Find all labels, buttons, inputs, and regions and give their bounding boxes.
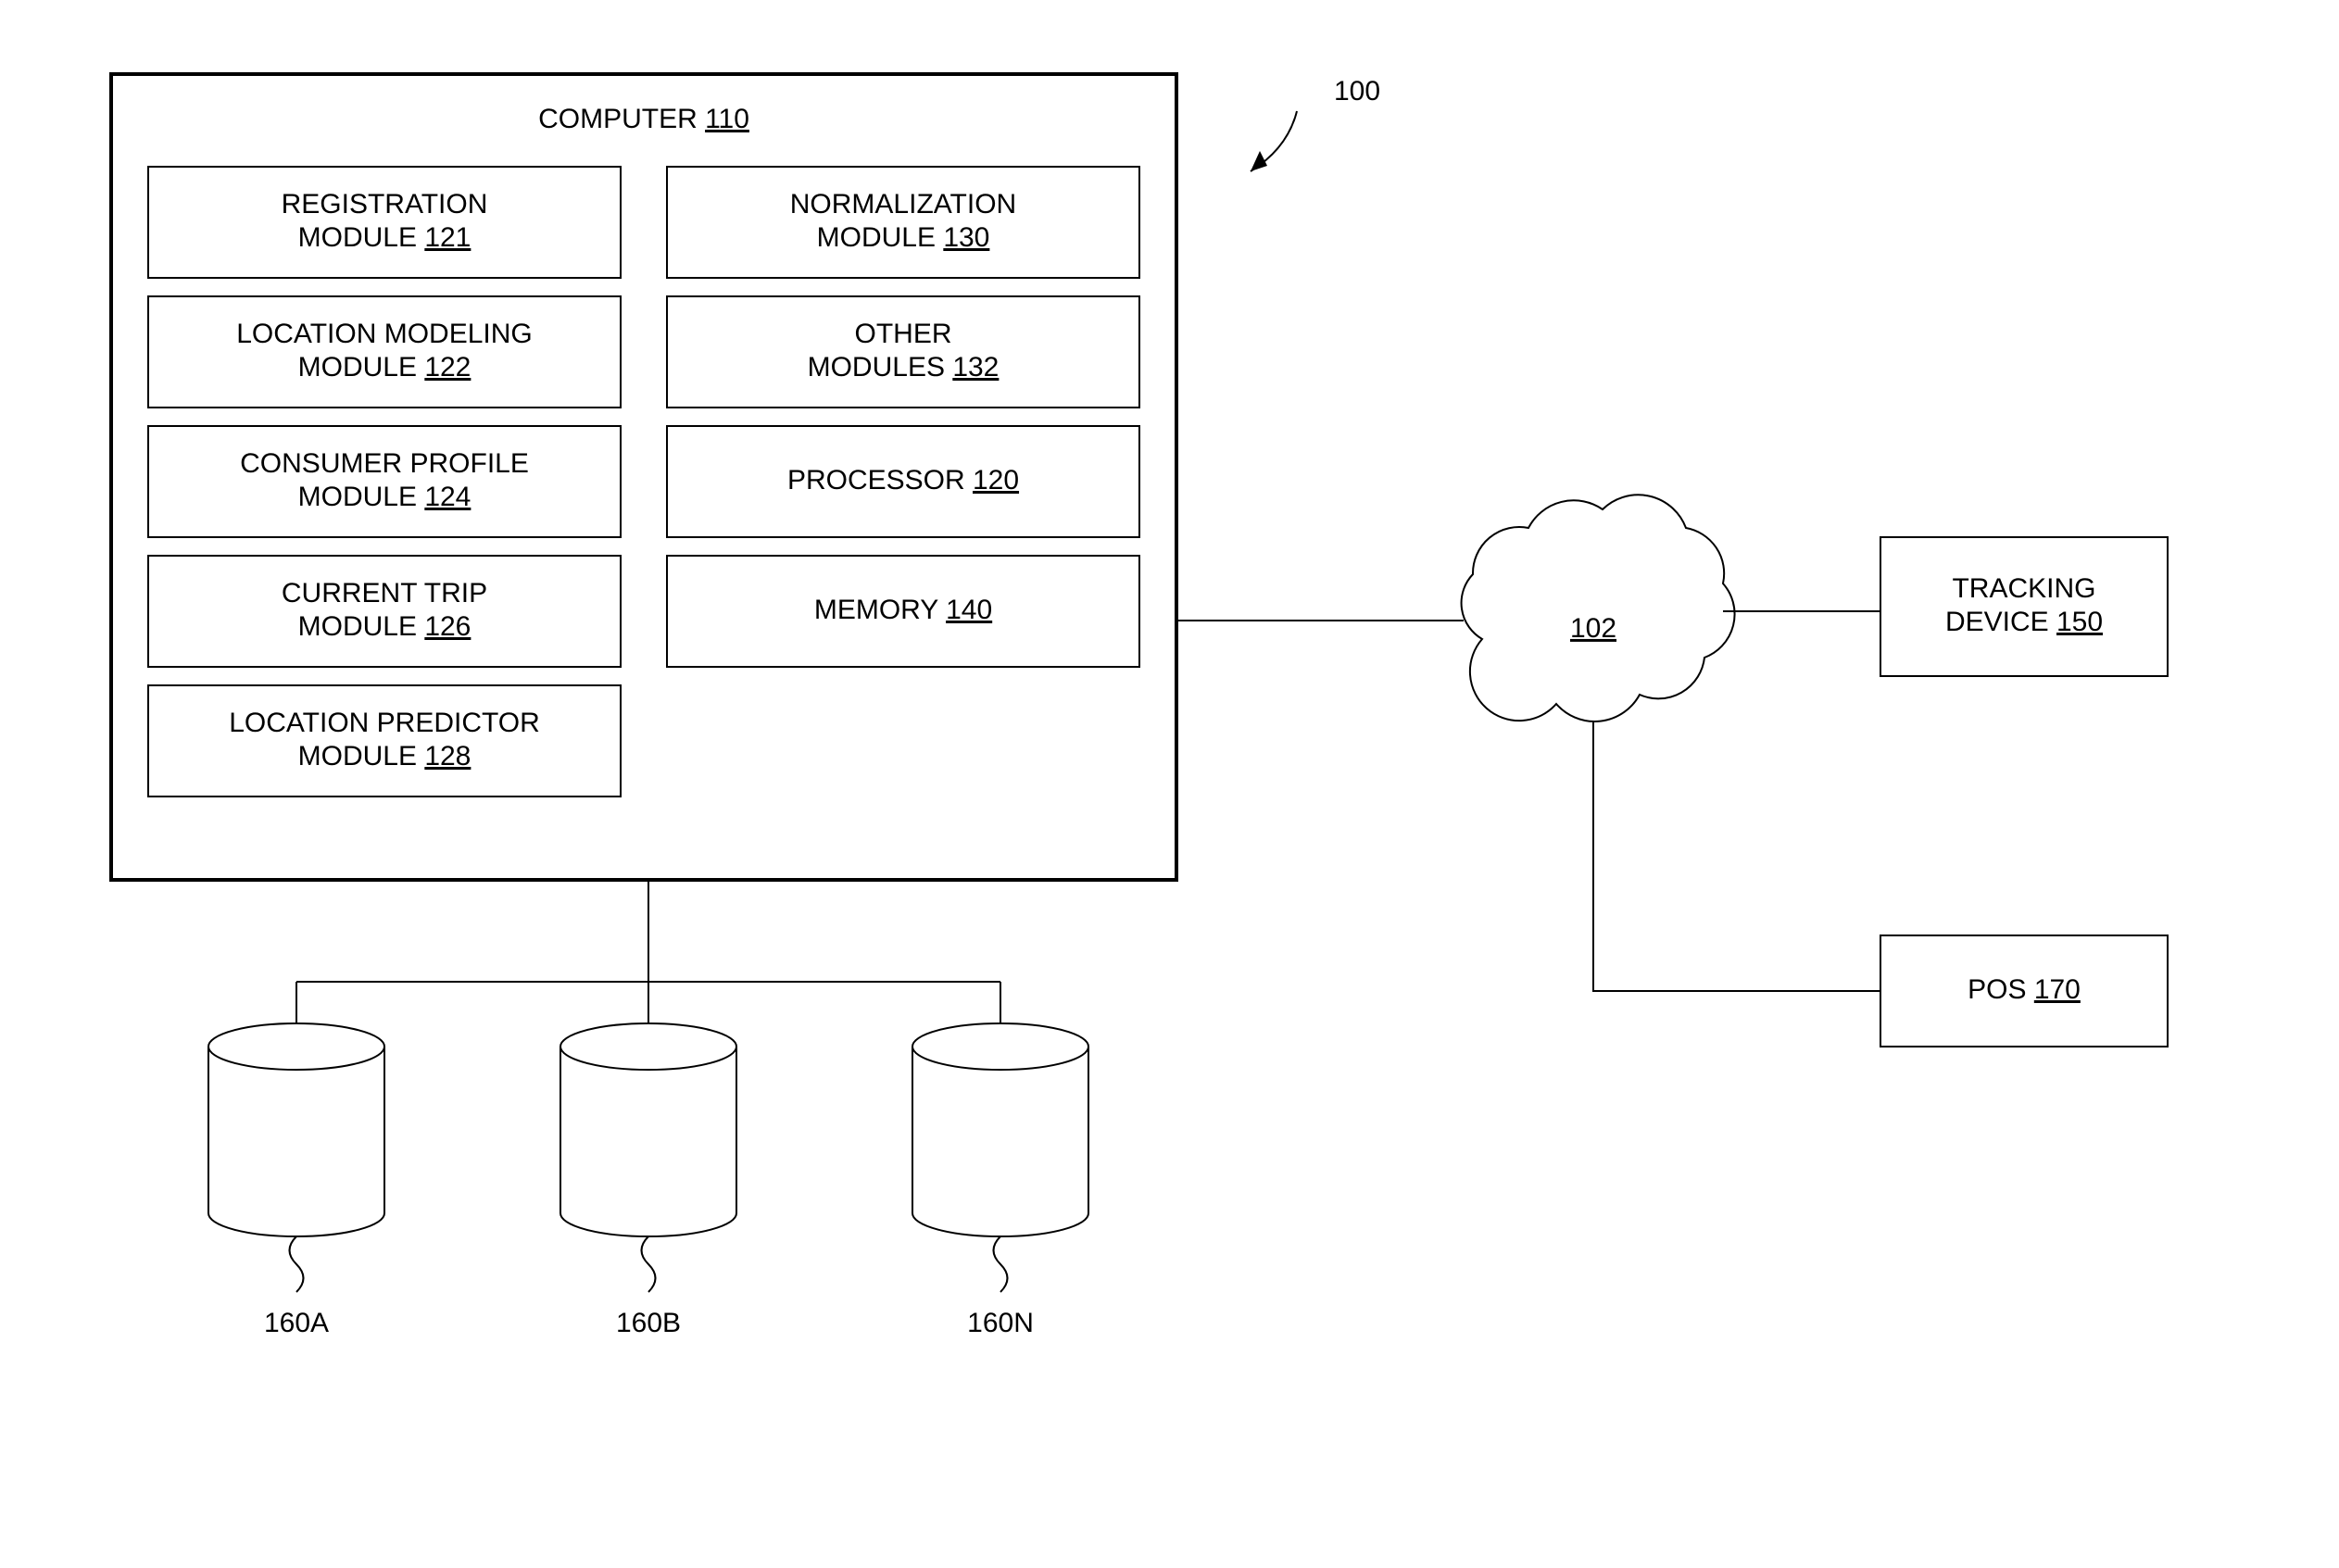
db-2-top <box>912 1023 1088 1070</box>
svg-text:CURRENT TRIP: CURRENT TRIP <box>282 578 487 608</box>
svg-text:MODULE 124: MODULE 124 <box>298 482 472 512</box>
svg-text:MODULE 126: MODULE 126 <box>298 611 472 642</box>
svg-text:DEVICE 150: DEVICE 150 <box>1945 607 2103 637</box>
db-0-lead <box>290 1236 304 1292</box>
svg-text:POS 170: POS 170 <box>1968 974 2081 1005</box>
svg-text:LOCATION PREDICTOR: LOCATION PREDICTOR <box>229 708 540 738</box>
svg-text:MODULE 122: MODULE 122 <box>298 352 472 383</box>
svg-text:MODULE 128: MODULE 128 <box>298 741 472 771</box>
figure-ref-label: 100 <box>1334 76 1380 107</box>
db-1-label: 160B <box>616 1308 681 1338</box>
svg-text:MODULE 121: MODULE 121 <box>298 222 472 253</box>
svg-text:NORMALIZATION: NORMALIZATION <box>790 189 1016 220</box>
svg-text:OTHER: OTHER <box>855 319 952 349</box>
svg-text:MODULES 132: MODULES 132 <box>808 352 1000 383</box>
db-1-lead <box>642 1236 656 1292</box>
svg-text:LOCATION MODELING: LOCATION MODELING <box>236 319 532 349</box>
db-0-label: 160A <box>264 1308 329 1338</box>
svg-text:REGISTRATION: REGISTRATION <box>282 189 488 220</box>
db-1-top <box>560 1023 736 1070</box>
conn-2 <box>1593 722 1880 991</box>
db-2-lead <box>994 1236 1008 1292</box>
computer-title: COMPUTER 110 <box>538 104 749 134</box>
cloud <box>1462 495 1735 721</box>
db-2-label: 160N <box>967 1308 1034 1338</box>
svg-text:PROCESSOR 120: PROCESSOR 120 <box>787 465 1019 495</box>
svg-text:TRACKING: TRACKING <box>1952 573 2095 604</box>
figure-ref-arrowhead <box>1251 151 1267 171</box>
svg-text:MEMORY 140: MEMORY 140 <box>814 595 992 625</box>
db-1-bottom <box>560 1213 736 1236</box>
db-2-bottom <box>912 1213 1088 1236</box>
db-0-top <box>208 1023 384 1070</box>
cloud-label: 102 <box>1570 613 1616 644</box>
svg-text:MODULE 130: MODULE 130 <box>817 222 990 253</box>
svg-text:CONSUMER PROFILE: CONSUMER PROFILE <box>240 448 529 479</box>
db-0-bottom <box>208 1213 384 1236</box>
